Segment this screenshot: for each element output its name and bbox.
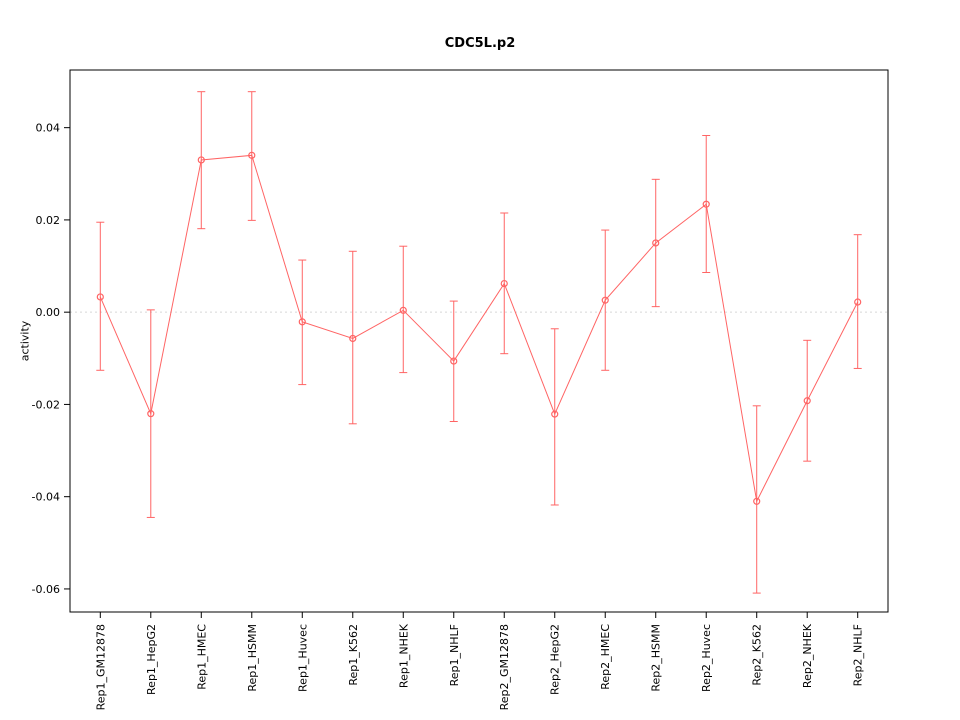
chart-title: CDC5L.p2 — [444, 36, 516, 51]
data-point — [652, 239, 660, 247]
x-tick-label: Rep1_HSMM — [246, 624, 259, 692]
data-point — [298, 318, 306, 326]
y-tick-label: -0.04 — [32, 491, 60, 504]
x-axis: Rep1_GM12878 Rep1_HepG2 Rep1_HMEC Rep1_HSMM… — [94, 612, 865, 710]
x-tick-label: Rep2_HSMM — [650, 624, 663, 692]
data-point — [753, 497, 761, 505]
x-tick-label: Rep1_Huvec — [296, 624, 309, 692]
data-point — [551, 410, 559, 418]
x-tick-label: Rep2_NHEK — [801, 623, 814, 688]
data-point — [450, 357, 458, 365]
plot-border — [69, 69, 889, 613]
y-tick-label: -0.06 — [32, 583, 60, 596]
x-tick-label: Rep1_HepG2 — [145, 624, 158, 695]
data-point — [854, 298, 862, 306]
data-point — [197, 156, 205, 164]
data-point — [500, 279, 508, 288]
series-line — [99, 154, 859, 503]
data-point — [147, 410, 155, 418]
x-tick-label: Rep2_K562 — [751, 624, 764, 686]
x-tick-label: Rep1_HMEC — [195, 624, 208, 690]
data-point — [349, 334, 357, 343]
x-tick-label: Rep2_GM12878 — [498, 624, 511, 710]
x-tick-label: Rep2_HepG2 — [549, 624, 562, 695]
y-tick-label: 0.04 — [36, 122, 61, 135]
x-tick-label: Rep1_NHEK — [397, 623, 410, 688]
y-axis: -0.06 -0.04 -0.02 0.00 0.02 0.04 — [32, 122, 70, 596]
y-tick-label: 0.00 — [36, 306, 61, 319]
y-tick-label: -0.02 — [32, 398, 60, 411]
data-points — [96, 151, 862, 505]
data-point — [96, 293, 104, 301]
x-tick-label: Rep1_NHLF — [448, 624, 461, 686]
y-tick-label: 0.02 — [36, 214, 61, 227]
x-tick-label: Rep2_Huvec — [700, 624, 713, 692]
x-tick-label: Rep1_K562 — [347, 624, 360, 686]
x-tick-label: Rep2_HMEC — [599, 624, 612, 690]
data-point — [399, 306, 407, 314]
data-point — [601, 296, 609, 304]
error-bars — [96, 91, 862, 594]
x-tick-label: Rep2_NHLF — [852, 624, 865, 686]
data-point — [248, 151, 256, 159]
data-point — [803, 397, 811, 405]
x-tick-label: Rep1_GM12878 — [94, 624, 107, 710]
data-point — [702, 200, 710, 208]
